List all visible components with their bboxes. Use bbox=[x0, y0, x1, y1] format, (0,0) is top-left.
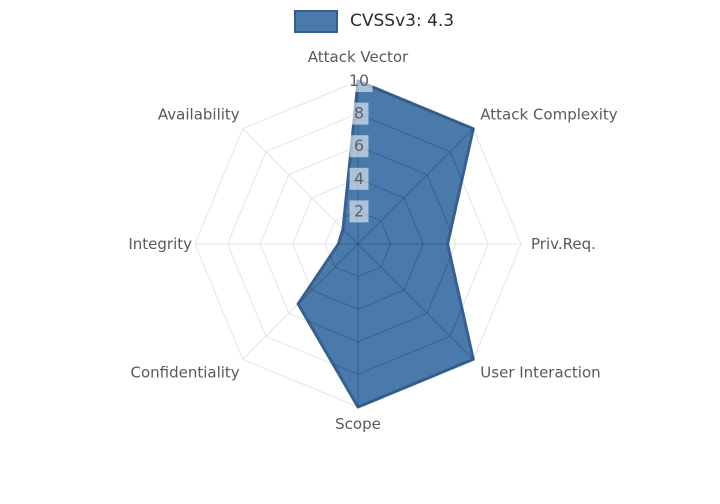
radial-tick-label: 10 bbox=[349, 71, 369, 90]
radial-tick-bbox bbox=[349, 102, 369, 125]
radial-tick-label: 2 bbox=[354, 201, 364, 220]
grid-spoke-inner bbox=[357, 128, 474, 245]
radial-tick-bbox bbox=[345, 70, 373, 92]
radial-tick-label: 6 bbox=[354, 136, 364, 155]
radial-tick-label: 4 bbox=[354, 169, 364, 188]
axis-label-user-interaction: User Interaction bbox=[480, 363, 600, 381]
grid-ring-inner bbox=[298, 145, 457, 343]
legend-swatch bbox=[294, 10, 338, 33]
axis-label-priv-req: Priv.Req. bbox=[531, 235, 596, 253]
radial-tick-bbox bbox=[349, 135, 369, 158]
axis-label-scope: Scope bbox=[335, 415, 381, 433]
legend: CVSSv3: 4.3 bbox=[294, 10, 454, 33]
axis-label-attack-vector: Attack Vector bbox=[308, 48, 409, 66]
grid-spoke-inner bbox=[357, 243, 474, 360]
axis-label-integrity: Integrity bbox=[128, 235, 192, 253]
grid-spoke-inner bbox=[298, 243, 359, 360]
series-polygon-cvssv3 bbox=[296, 79, 475, 409]
radial-tick-bbox bbox=[349, 200, 369, 223]
legend-label: CVSSv3: 4.3 bbox=[350, 11, 455, 31]
grid-spoke bbox=[242, 128, 359, 245]
axis-label-attack-complexity: Attack Complexity bbox=[480, 106, 617, 124]
radial-tick-bbox bbox=[349, 167, 369, 190]
axis-label-confidentiality: Confidentiality bbox=[130, 363, 239, 381]
radial-tick-label: 8 bbox=[354, 104, 364, 123]
axis-label-availability: Availability bbox=[158, 106, 240, 124]
